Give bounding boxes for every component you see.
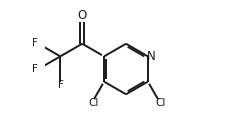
Text: F: F bbox=[32, 64, 38, 74]
Text: N: N bbox=[146, 50, 155, 63]
Text: F: F bbox=[58, 80, 64, 90]
Text: F: F bbox=[32, 38, 38, 48]
Text: O: O bbox=[77, 10, 86, 22]
Text: Cl: Cl bbox=[155, 98, 165, 108]
Text: Cl: Cl bbox=[88, 98, 98, 108]
